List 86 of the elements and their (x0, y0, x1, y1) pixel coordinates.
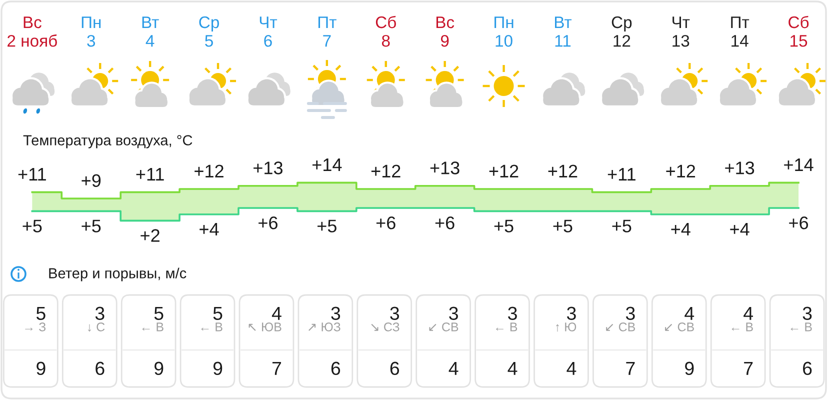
data-label: +4 (730, 223, 750, 236)
data-label: +2 (140, 229, 160, 242)
category-label: ← В (732, 322, 753, 332)
data-label: +6 (376, 216, 396, 230)
data-label: +12 (371, 164, 400, 178)
data-label: 5 (213, 306, 222, 320)
data-label: 9 (685, 362, 694, 376)
category-label: ↙ СВ (606, 322, 635, 332)
data-label: 9 (154, 362, 164, 376)
x-tick-label: Вт 4 (142, 16, 159, 47)
category-label: ↘ СЗ (371, 322, 400, 332)
x-tick-label: Сб 8 (376, 16, 396, 47)
data-label: +5 (494, 220, 514, 232)
data-label: +13 (254, 162, 282, 174)
category-label: ← В (142, 322, 164, 332)
data-label: 3 (449, 306, 458, 320)
category-label: ↑ Ю (556, 322, 576, 332)
data-label: 3 (802, 306, 812, 320)
data-label: 3 (626, 306, 635, 320)
x-tick-label: Чт 13 (672, 16, 690, 47)
category-label: ↗ ЮЗ (308, 322, 340, 332)
data-label: 7 (626, 362, 635, 375)
data-label: 4 (684, 306, 694, 320)
data-label: +5 (612, 220, 632, 232)
data-label: +11 (136, 168, 164, 180)
data-label: +5 (553, 220, 572, 232)
category-label: ← В (496, 322, 518, 332)
data-label: 6 (96, 362, 104, 376)
data-label: 3 (95, 306, 104, 320)
category-label: → З (25, 322, 46, 332)
x-tick-label: Ср 12 (612, 16, 632, 47)
data-label: +4 (671, 223, 690, 236)
data-label: +13 (430, 162, 460, 174)
category-label: ↙ СВ (429, 322, 458, 332)
data-label: +9 (82, 174, 101, 187)
data-label: +11 (18, 168, 46, 180)
data-label: 7 (744, 362, 753, 375)
x-tick-label: Вс 9 (436, 16, 454, 47)
data-label: +14 (784, 158, 814, 171)
x-tick-label: Пт 14 (731, 16, 750, 47)
data-label: +5 (22, 220, 42, 232)
data-label: +5 (82, 220, 101, 232)
data-label: 3 (331, 306, 340, 320)
x-tick-label: Вт 11 (555, 16, 572, 47)
category-label: ↖ ЮВ (248, 322, 282, 332)
data-label: +12 (666, 164, 696, 178)
data-label: 3 (390, 306, 400, 320)
data-label: 4 (744, 306, 753, 320)
x-tick-label: Сб 15 (788, 16, 809, 47)
category-label: ← В (201, 322, 222, 332)
data-label: 5 (154, 306, 164, 320)
data-label: +4 (200, 223, 219, 236)
data-label: 9 (36, 362, 46, 376)
x-tick-label: Вс 2 нояб (8, 16, 57, 47)
data-label: 7 (272, 362, 282, 375)
data-label: +11 (608, 168, 636, 180)
x-tick-label: Пт 7 (318, 16, 336, 47)
data-label: 6 (331, 362, 340, 376)
text: Ветер и порывы, м/с (49, 268, 186, 282)
data-label: +6 (258, 216, 278, 230)
data-label: +12 (548, 164, 578, 178)
data-label: 4 (508, 362, 518, 375)
data-label: +12 (194, 164, 224, 178)
data-label: 4 (272, 306, 282, 320)
data-label: +5 (318, 220, 336, 232)
data-label: 3 (508, 306, 517, 320)
data-label: +6 (789, 216, 808, 230)
x-tick-label: Пн 3 (82, 16, 101, 47)
category-label: ↓ С (88, 322, 105, 332)
x-tick-label: Ср 5 (199, 16, 219, 47)
data-label: 6 (803, 362, 812, 376)
data-label: +6 (435, 216, 454, 230)
data-label: 5 (36, 306, 46, 320)
data-label: +12 (489, 164, 518, 178)
x-tick-label: Пн 10 (494, 16, 514, 47)
data-label: 4 (448, 362, 458, 375)
data-label: 6 (390, 362, 400, 376)
data-label: +14 (312, 158, 342, 171)
category-label: ← В (790, 322, 812, 332)
data-label: +13 (725, 162, 754, 174)
chart-title: Температура воздуха, °C (23, 135, 192, 148)
data-label: 4 (566, 362, 576, 375)
category-label: ↙ СВ (665, 322, 694, 332)
data-label: 9 (213, 362, 222, 376)
x-tick-label: Чт 6 (260, 16, 278, 47)
data-label: 3 (566, 306, 576, 320)
